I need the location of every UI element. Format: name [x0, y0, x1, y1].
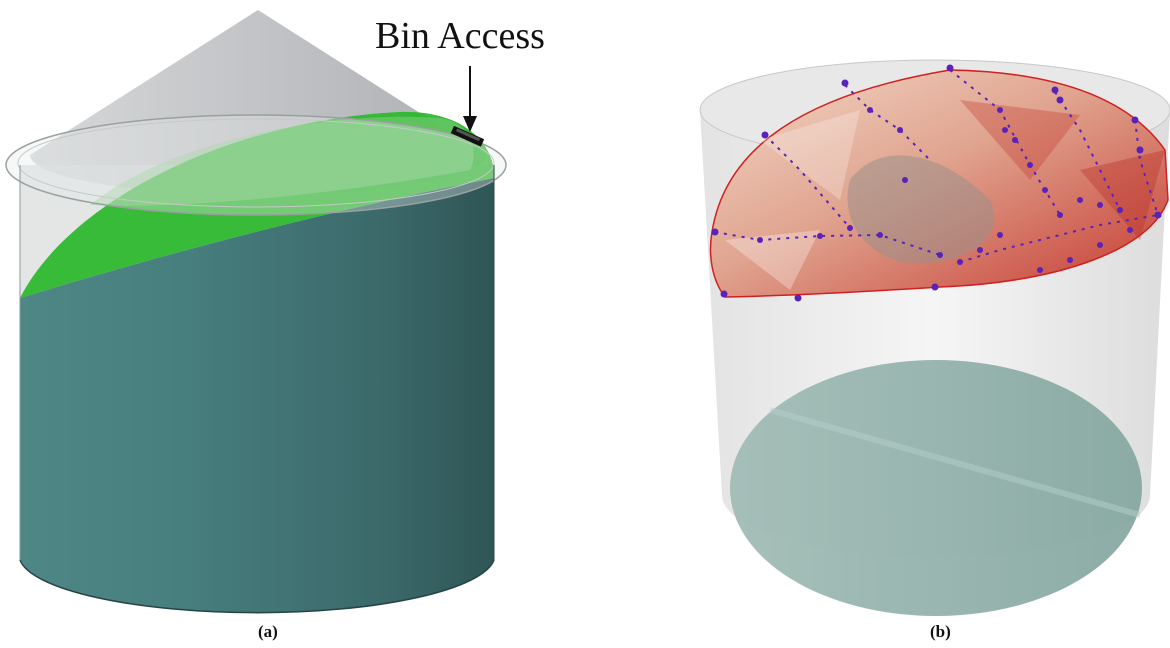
- panel-a: [5, 10, 507, 614]
- eave-ring: [5, 114, 507, 216]
- bin-access-hatch-icon: [450, 125, 485, 147]
- sensor-cable-traces: [714, 69, 1159, 263]
- down-arrow-icon: [463, 66, 477, 132]
- sensor-point: [931, 283, 939, 291]
- sensor-point: [817, 233, 823, 239]
- sensor-point: [1154, 211, 1162, 219]
- sensor-point: [794, 294, 802, 302]
- sensor-point: [1077, 197, 1083, 203]
- eave-ring-inner: [17, 118, 495, 208]
- bin-bottom-rim: [19, 559, 495, 614]
- sensor-point: [977, 247, 983, 253]
- mesh-depression: [847, 155, 995, 264]
- sensor-point: [841, 79, 849, 87]
- panel-a-caption: (a): [258, 622, 278, 641]
- floor-reflection: [769, 407, 1141, 518]
- sensor-point: [902, 177, 908, 183]
- sensor-point: [877, 232, 883, 238]
- bin-floor: [730, 360, 1142, 616]
- sensor-point: [1002, 127, 1008, 133]
- grain-surface: [20, 111, 495, 298]
- grain-surface-highlight: [90, 116, 474, 206]
- sensor-point: [1097, 242, 1103, 248]
- sensor-point: [720, 290, 728, 298]
- mesh-facet-1: [760, 110, 860, 200]
- mesh-facet-2: [960, 100, 1080, 180]
- sensor-point: [1051, 86, 1059, 94]
- bin-access-label: Bin Access: [375, 15, 545, 57]
- sensor-point: [1097, 202, 1103, 208]
- sensor-point: [946, 64, 954, 72]
- mesh-facet-4: [725, 230, 820, 290]
- sensor-point: [1117, 207, 1123, 213]
- sensor-point: [1067, 257, 1073, 263]
- sensor-point: [997, 232, 1003, 238]
- panel-b: [699, 59, 1170, 616]
- sensor-point: [1037, 267, 1043, 273]
- sensor-point: [1127, 227, 1133, 233]
- panel-b-caption: (b): [930, 622, 951, 641]
- bin-wall-filled: [20, 178, 494, 613]
